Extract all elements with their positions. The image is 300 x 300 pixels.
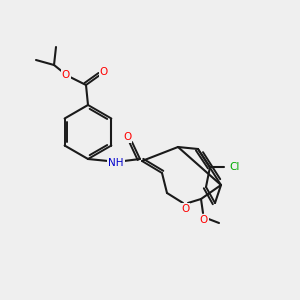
Text: Cl: Cl bbox=[230, 162, 240, 172]
Text: O: O bbox=[100, 67, 108, 77]
Text: NH: NH bbox=[108, 158, 124, 168]
Text: O: O bbox=[123, 132, 131, 142]
Text: O: O bbox=[62, 70, 70, 80]
Text: O: O bbox=[181, 204, 189, 214]
Text: O: O bbox=[200, 215, 208, 225]
